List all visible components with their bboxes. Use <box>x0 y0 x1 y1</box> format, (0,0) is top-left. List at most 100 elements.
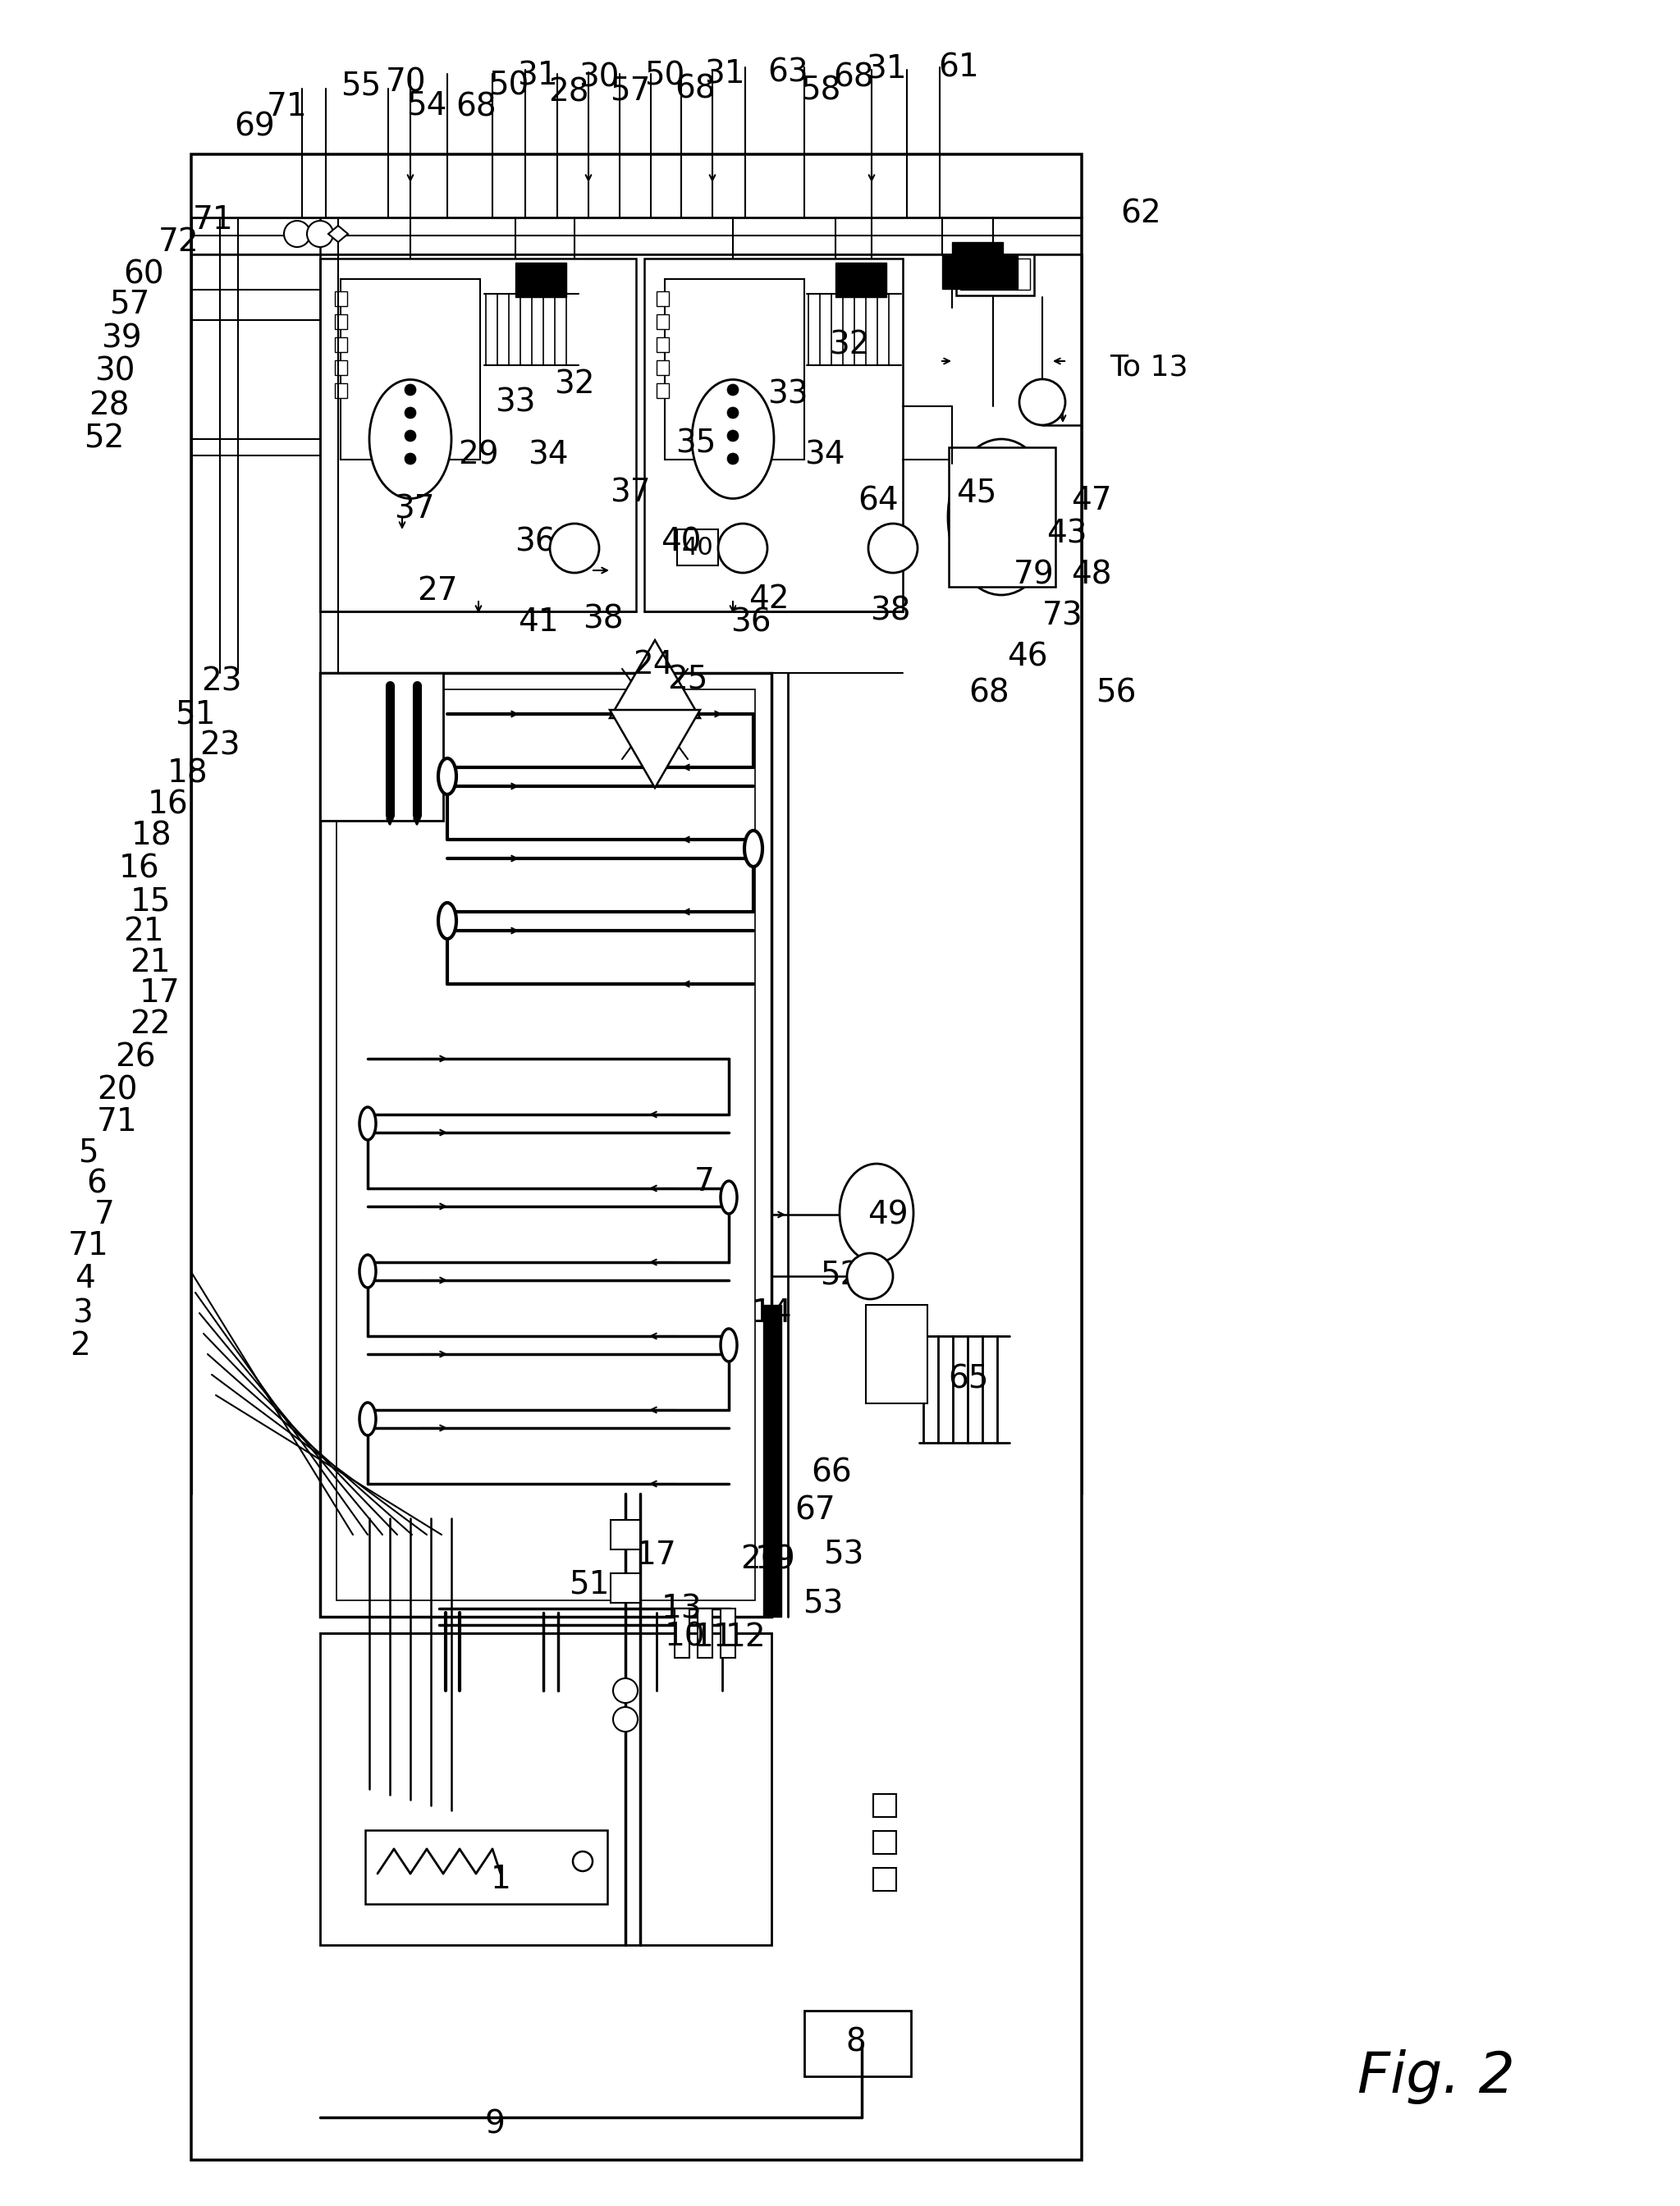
Text: 66: 66 <box>811 1458 852 1489</box>
Text: 72: 72 <box>158 227 200 258</box>
Text: 71: 71 <box>69 1231 109 1262</box>
Bar <box>657 384 669 397</box>
Text: Fig. 2: Fig. 2 <box>1357 2049 1515 2105</box>
Ellipse shape <box>840 1165 914 1262</box>
Ellipse shape <box>948 439 1055 596</box>
Text: 50: 50 <box>489 71 529 101</box>
Bar <box>874 1831 895 1853</box>
Text: 54: 54 <box>407 90 447 121</box>
Text: 3: 3 <box>72 1297 92 1328</box>
Bar <box>874 1793 895 1818</box>
Text: 60: 60 <box>123 260 165 291</box>
Text: 22: 22 <box>129 1008 170 1039</box>
Bar <box>334 338 348 353</box>
Text: 73: 73 <box>1043 600 1084 631</box>
Text: 51: 51 <box>570 1568 610 1599</box>
Text: 68: 68 <box>833 62 874 93</box>
Circle shape <box>847 1253 894 1299</box>
Text: P: P <box>884 536 902 560</box>
Text: 15: 15 <box>129 885 170 918</box>
Bar <box>657 313 669 329</box>
Text: 70: 70 <box>386 66 427 97</box>
Text: 65: 65 <box>948 1363 990 1394</box>
Circle shape <box>405 430 417 441</box>
Text: 28: 28 <box>89 390 129 421</box>
Bar <box>516 263 566 298</box>
Text: 32: 32 <box>830 329 870 360</box>
Circle shape <box>613 1679 638 1703</box>
Circle shape <box>727 384 739 395</box>
Bar <box>677 529 717 565</box>
Text: 31: 31 <box>517 60 558 90</box>
Text: 36: 36 <box>514 525 556 558</box>
Circle shape <box>573 1851 593 1871</box>
Text: 53: 53 <box>803 1588 843 1619</box>
Bar <box>961 258 1030 289</box>
Text: P: P <box>734 536 753 560</box>
Bar <box>321 673 771 1617</box>
Text: 71: 71 <box>267 90 307 121</box>
Bar <box>321 258 637 611</box>
Bar <box>949 463 1055 574</box>
Bar <box>665 278 805 459</box>
Text: 20: 20 <box>97 1074 138 1105</box>
Bar <box>874 1868 895 1891</box>
Bar <box>657 291 669 307</box>
Text: 18: 18 <box>131 821 171 852</box>
Text: 27: 27 <box>417 576 459 607</box>
Ellipse shape <box>438 759 457 794</box>
Text: P: P <box>862 1264 879 1288</box>
Text: 24: 24 <box>633 649 674 679</box>
Text: 16: 16 <box>148 790 188 821</box>
Text: 43: 43 <box>1047 518 1087 549</box>
Bar <box>334 291 348 307</box>
Circle shape <box>727 452 739 465</box>
Text: 68: 68 <box>675 73 716 104</box>
Text: 62: 62 <box>1121 199 1161 229</box>
Text: P: P <box>566 536 583 560</box>
Text: 69: 69 <box>234 113 276 143</box>
Text: 39: 39 <box>101 324 141 355</box>
Text: 55: 55 <box>341 71 381 101</box>
Text: 46: 46 <box>1008 642 1048 673</box>
Bar <box>336 688 754 1599</box>
Text: 7: 7 <box>94 1200 114 1231</box>
Text: 21: 21 <box>123 915 165 946</box>
Text: 41: 41 <box>517 607 559 638</box>
Bar <box>675 1608 689 1657</box>
Ellipse shape <box>692 379 774 499</box>
Text: 40: 40 <box>682 536 714 560</box>
Text: 16: 16 <box>119 854 160 885</box>
Ellipse shape <box>744 829 763 867</box>
Text: 32: 32 <box>554 368 595 399</box>
Circle shape <box>284 221 311 247</box>
Bar <box>657 338 669 353</box>
Bar <box>942 254 1018 289</box>
Text: 26: 26 <box>741 1544 781 1575</box>
Polygon shape <box>610 710 701 788</box>
Text: 52: 52 <box>820 1260 860 1293</box>
Circle shape <box>613 1707 638 1732</box>
Bar <box>953 243 1003 276</box>
Text: 18: 18 <box>166 759 208 790</box>
Bar <box>610 1520 640 1549</box>
Text: 38: 38 <box>870 596 911 627</box>
Text: 4: 4 <box>74 1264 94 1295</box>
Text: 50: 50 <box>645 60 685 90</box>
Circle shape <box>869 523 917 574</box>
Text: 57: 57 <box>610 75 650 106</box>
Text: 44: 44 <box>867 525 907 558</box>
Text: 33: 33 <box>496 386 536 417</box>
Bar <box>835 263 887 298</box>
Ellipse shape <box>360 1107 376 1141</box>
Bar <box>321 673 444 821</box>
Text: 58: 58 <box>800 75 842 106</box>
Ellipse shape <box>721 1180 738 1213</box>
Text: 14: 14 <box>751 1297 791 1328</box>
Bar <box>721 1608 736 1657</box>
Text: 42: 42 <box>749 585 790 615</box>
Bar <box>865 1306 927 1403</box>
Text: 8: 8 <box>845 2027 867 2058</box>
Text: 29: 29 <box>459 439 499 472</box>
Text: 1: 1 <box>491 1864 511 1895</box>
